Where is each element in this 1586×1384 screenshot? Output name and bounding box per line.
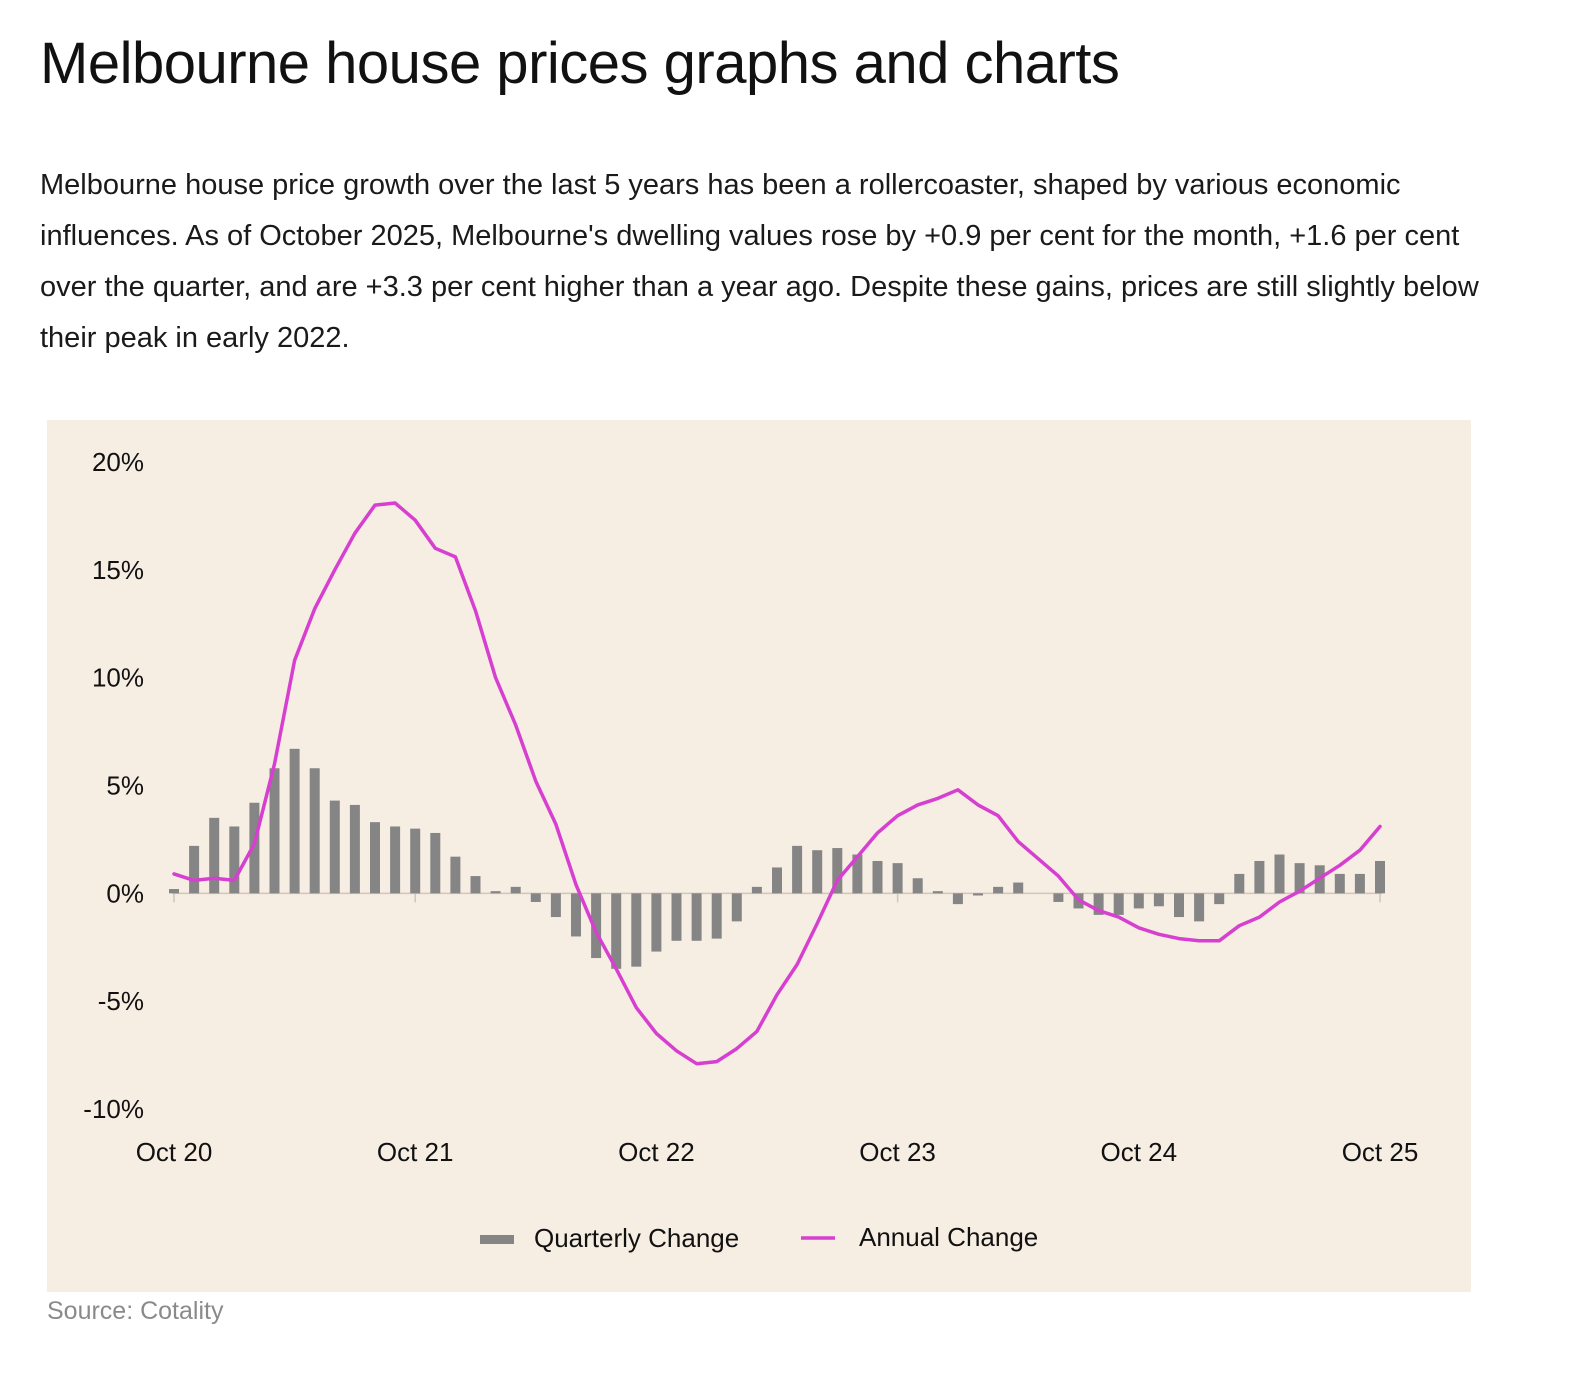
quarterly-change-bar — [711, 893, 722, 939]
quarterly-change-bar — [792, 845, 803, 894]
quarterly-change-bar — [1234, 873, 1245, 894]
quarterly-change-bar — [832, 848, 843, 894]
quarterly-change-bar — [289, 748, 300, 894]
x-axis: Oct 20 Oct 21 Oct 22 Oct 23 Oct 24 Oct 25 — [136, 1137, 1419, 1167]
legend-quarterly-swatch — [480, 1235, 514, 1244]
quarterly-change-bar — [390, 826, 401, 894]
y-axis: 20% 15% 10% 5% 0% -5% -10% — [83, 447, 144, 1124]
quarterly-change-bar — [932, 891, 943, 894]
quarterly-change-bar — [490, 891, 501, 894]
y-tick-label: -5% — [98, 986, 144, 1016]
x-tick-label: Oct 24 — [1101, 1137, 1178, 1167]
quarterly-change-bar — [751, 886, 762, 894]
quarterly-change-bar — [993, 886, 1004, 894]
x-tick-label: Oct 22 — [618, 1137, 695, 1167]
quarterly-change-bar — [772, 867, 782, 894]
quarterly-change-bar — [329, 800, 340, 894]
quarterly-change-bar — [1053, 893, 1064, 902]
quarterly-change-bar — [1214, 893, 1225, 905]
quarterly-change-bar — [731, 893, 742, 922]
quarterly-change-bar — [1153, 893, 1164, 907]
quarterly-change-bar — [349, 804, 360, 894]
quarterly-change-bar — [229, 826, 240, 894]
quarterly-change-bars — [169, 748, 1385, 969]
page-title: Melbourne house prices graphs and charts — [40, 31, 1120, 96]
quarterly-change-bar — [550, 893, 561, 918]
y-tick-label: 0% — [106, 878, 144, 908]
quarterly-change-bar — [571, 893, 581, 937]
quarterly-change-bar — [611, 893, 622, 969]
quarterly-change-bar — [1133, 893, 1144, 909]
y-tick-label: -10% — [83, 1094, 144, 1124]
quarterly-change-bar — [671, 893, 682, 941]
quarterly-change-bar — [973, 893, 983, 896]
quarterly-change-bar — [209, 817, 220, 894]
y-tick-label: 5% — [106, 771, 144, 801]
x-tick-label: Oct 23 — [859, 1137, 936, 1167]
quarterly-change-bar — [1194, 893, 1205, 922]
y-tick-label: 15% — [92, 555, 144, 585]
quarterly-change-bar — [892, 863, 903, 894]
x-tick-label: Oct 20 — [136, 1137, 213, 1167]
intro-paragraph: Melbourne house price growth over the la… — [40, 169, 1479, 354]
quarterly-change-bar — [1174, 893, 1184, 918]
y-tick-label: 10% — [92, 663, 144, 693]
x-tick-label: Oct 25 — [1342, 1137, 1419, 1167]
quarterly-change-bar — [1354, 873, 1365, 894]
quarterly-change-bar — [169, 889, 179, 894]
quarterly-change-bar — [852, 854, 863, 894]
annual-change-line — [172, 501, 1382, 1066]
quarterly-change-bar — [370, 822, 380, 894]
quarterly-change-bar — [189, 845, 200, 894]
chart-panel: 20% 15% 10% 5% 0% -5% -10% Oct 20 Oct 21 Oct 22 O… — [47, 420, 1471, 1292]
legend-annual-label: Annual Change — [859, 1222, 1038, 1252]
quarterly-change-bar — [952, 893, 963, 905]
quarterly-change-bar — [249, 802, 260, 894]
quarterly-change-bar — [269, 768, 280, 894]
quarterly-change-bar — [872, 860, 883, 894]
quarterly-change-bar — [450, 856, 461, 894]
quarterly-change-bar — [1113, 893, 1124, 915]
chart-legend: Quarterly Change Annual Change — [480, 1222, 1038, 1253]
quarterly-change-bar — [912, 878, 923, 894]
quarterly-change-bar — [1334, 873, 1345, 894]
quarterly-change-bar — [430, 832, 441, 894]
x-tick-label: Oct 21 — [377, 1137, 454, 1167]
house-price-chart: 20%15%10%5%0%-5%-10% Oct 20 Oct 21 Oct 22 O… — [83, 447, 1419, 1253]
quarterly-change-bar — [812, 850, 823, 894]
quarterly-change-bar — [1013, 882, 1024, 894]
y-tick-label: 20% — [92, 447, 144, 477]
quarterly-change-bar — [651, 893, 662, 952]
quarterly-change-bar — [470, 876, 481, 894]
quarterly-change-bar — [309, 768, 320, 894]
quarterly-change-bar — [691, 893, 702, 941]
quarterly-change-bar — [1375, 860, 1385, 894]
quarterly-change-bar — [530, 893, 541, 902]
quarterly-change-bar — [1294, 863, 1305, 894]
quarterly-change-bar — [1254, 860, 1265, 894]
quarterly-change-bar — [510, 886, 521, 894]
quarterly-change-bar — [410, 828, 421, 894]
quarterly-change-bar — [631, 893, 642, 967]
quarterly-change-bar — [1093, 893, 1104, 915]
source-note: Source: Cotality — [47, 1297, 224, 1325]
quarterly-change-bar — [591, 893, 602, 959]
quarterly-change-bar — [1274, 854, 1285, 894]
legend-quarterly-label: Quarterly Change — [534, 1223, 739, 1253]
